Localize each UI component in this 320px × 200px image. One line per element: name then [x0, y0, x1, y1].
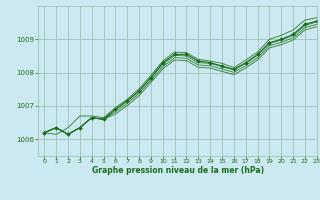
X-axis label: Graphe pression niveau de la mer (hPa): Graphe pression niveau de la mer (hPa) — [92, 166, 264, 175]
